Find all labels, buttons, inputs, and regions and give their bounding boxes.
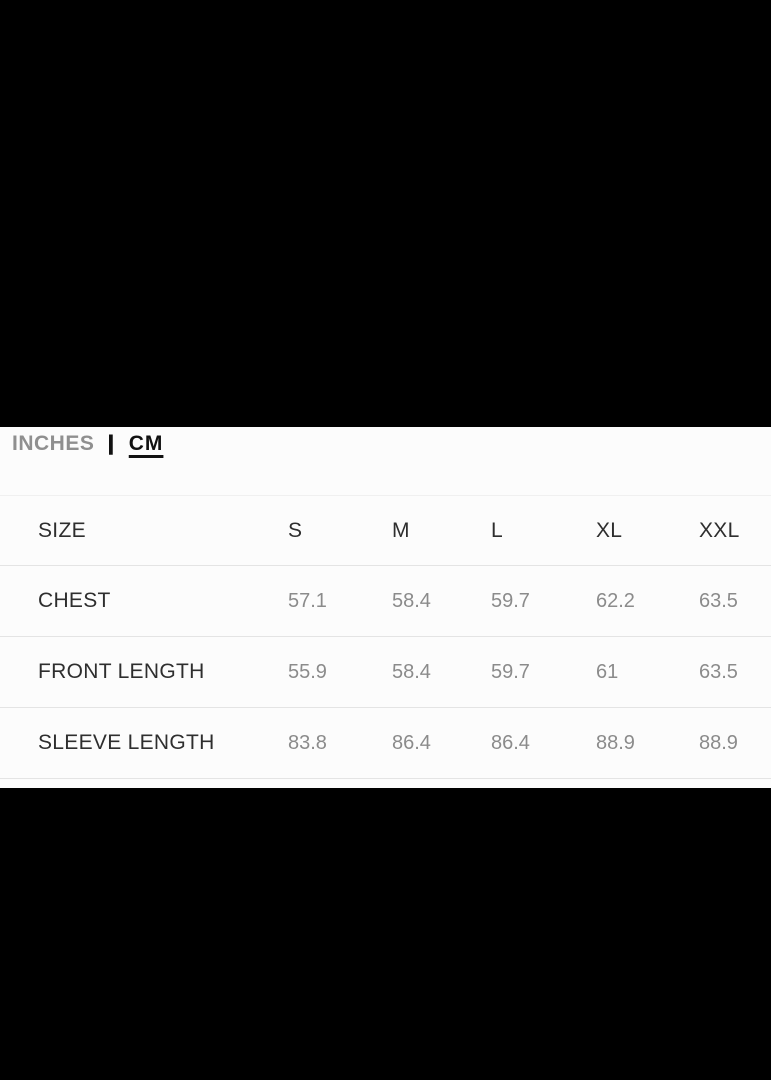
table-row-sleeve-length: SLEEVE LENGTH 83.8 86.4 86.4 88.9 88.9 <box>0 708 771 779</box>
column-header-s: S <box>288 518 303 542</box>
size-value-cell: 61 <box>596 660 619 683</box>
table-row-chest: CHEST 57.1 58.4 59.7 62.2 63.5 <box>0 566 771 637</box>
size-value-cell: 88.9 <box>596 731 635 754</box>
size-value-cell: 62.2 <box>596 589 635 612</box>
unit-inches-button[interactable]: INCHES <box>12 432 95 455</box>
size-value-cell: 83.8 <box>288 731 327 754</box>
size-value-cell: 88.9 <box>699 731 738 754</box>
size-value-cell: 55.9 <box>288 660 327 683</box>
row-label: SLEEVE LENGTH <box>38 731 215 754</box>
size-value-cell: 58.4 <box>392 589 431 612</box>
black-top-region <box>0 0 771 427</box>
column-header-xxl: XXL <box>699 518 740 542</box>
column-header-l: L <box>491 518 503 542</box>
size-value-cell: 59.7 <box>491 589 530 612</box>
size-value-cell: 63.5 <box>699 660 738 683</box>
unit-cm-button[interactable]: CM <box>128 432 164 455</box>
row-label: FRONT LENGTH <box>38 660 205 683</box>
table-header-row: SIZE S M L XL XXL <box>0 495 771 566</box>
size-value-cell: 57.1 <box>288 589 327 612</box>
size-value-cell: 63.5 <box>699 589 738 612</box>
size-table: SIZE S M L XL XXL CHEST 57.1 58.4 59.7 6… <box>0 495 771 779</box>
size-value-cell: 86.4 <box>491 731 530 754</box>
unit-toggle: INCHES | CM <box>0 427 771 457</box>
table-row-front-length: FRONT LENGTH 55.9 58.4 59.7 61 63.5 <box>0 637 771 708</box>
row-label: CHEST <box>38 589 111 612</box>
column-header-m: M <box>392 518 410 542</box>
black-bottom-region <box>0 788 771 1080</box>
size-value-cell: 59.7 <box>491 660 530 683</box>
size-chart-panel: INCHES | CM SIZE S M L XL XXL CHEST 57.1… <box>0 427 771 788</box>
size-value-cell: 58.4 <box>392 660 431 683</box>
unit-separator: | <box>107 432 117 455</box>
column-header-xl: XL <box>596 518 623 542</box>
column-header-size: SIZE <box>38 518 86 542</box>
size-value-cell: 86.4 <box>392 731 431 754</box>
